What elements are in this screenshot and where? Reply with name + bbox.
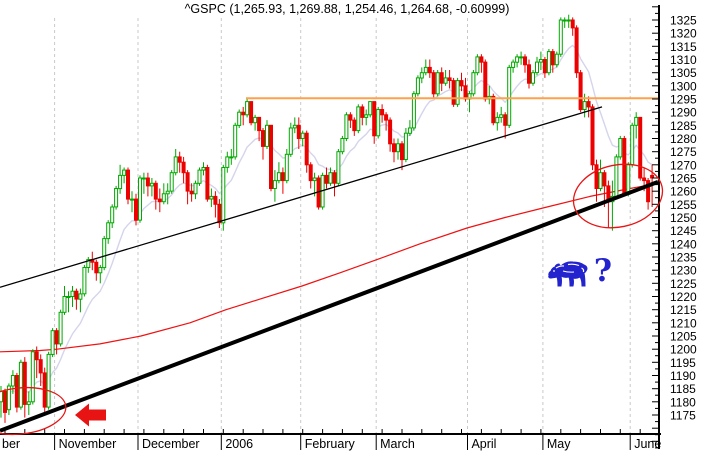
svg-text:1325: 1325: [670, 14, 697, 28]
svg-text:1210: 1210: [670, 316, 697, 330]
svg-text:December: December: [142, 437, 200, 451]
svg-text:1290: 1290: [670, 106, 697, 120]
lower-trendline: [0, 180, 659, 433]
svg-text:1280: 1280: [670, 132, 697, 146]
svg-text:1285: 1285: [670, 119, 697, 133]
svg-text:May: May: [547, 437, 571, 451]
svg-text:1200: 1200: [670, 343, 697, 357]
svg-text:1225: 1225: [670, 277, 697, 291]
svg-text:1270: 1270: [670, 158, 697, 172]
svg-text:March: March: [380, 437, 415, 451]
candles-group: [0, 14, 655, 423]
svg-text:1265: 1265: [670, 172, 697, 186]
svg-text:1245: 1245: [670, 224, 697, 238]
svg-text:1235: 1235: [670, 251, 697, 265]
svg-text:1275: 1275: [670, 145, 697, 159]
svg-text:1190: 1190: [670, 369, 696, 383]
svg-text:2006: 2006: [225, 437, 253, 451]
svg-text:1230: 1230: [670, 264, 697, 278]
y-axis: 1325132013151310130513001295129012851280…: [652, 5, 697, 449]
left-arrow-icon: [75, 403, 106, 427]
svg-text:1305: 1305: [670, 66, 697, 80]
svg-text:ber: ber: [2, 437, 20, 451]
october-low-ellipse: [0, 386, 67, 436]
svg-text:November: November: [59, 437, 117, 451]
svg-text:1260: 1260: [670, 185, 697, 199]
svg-text:1320: 1320: [670, 27, 697, 41]
svg-text:1215: 1215: [670, 303, 697, 317]
svg-text:1315: 1315: [670, 40, 697, 54]
svg-text:1250: 1250: [670, 211, 697, 225]
svg-text:1195: 1195: [670, 356, 696, 370]
svg-text:1185: 1185: [670, 382, 696, 396]
bear-icon: [548, 261, 588, 287]
svg-text:1295: 1295: [670, 93, 697, 107]
svg-text:1205: 1205: [670, 330, 697, 344]
ma-200-line: [0, 182, 659, 353]
svg-text:1180: 1180: [670, 395, 696, 409]
svg-text:February: February: [305, 437, 356, 451]
svg-text:1255: 1255: [670, 198, 697, 212]
svg-text:June: June: [634, 437, 661, 451]
svg-text:1220: 1220: [670, 290, 697, 304]
svg-text:1175: 1175: [670, 409, 696, 423]
x-axis: ber November December 2006 February March Apri…: [0, 429, 661, 451]
svg-text:April: April: [471, 437, 496, 451]
svg-text:1310: 1310: [670, 53, 697, 67]
chart-title: ^GSPC (1,265.93, 1,269.88, 1,254.46, 1,2…: [184, 2, 510, 16]
svg-text:1240: 1240: [670, 237, 697, 251]
may-low-ellipse: [572, 163, 664, 229]
question-mark: ?: [594, 253, 612, 289]
svg-text:1300: 1300: [670, 79, 697, 93]
upper-trendline: [0, 106, 603, 288]
